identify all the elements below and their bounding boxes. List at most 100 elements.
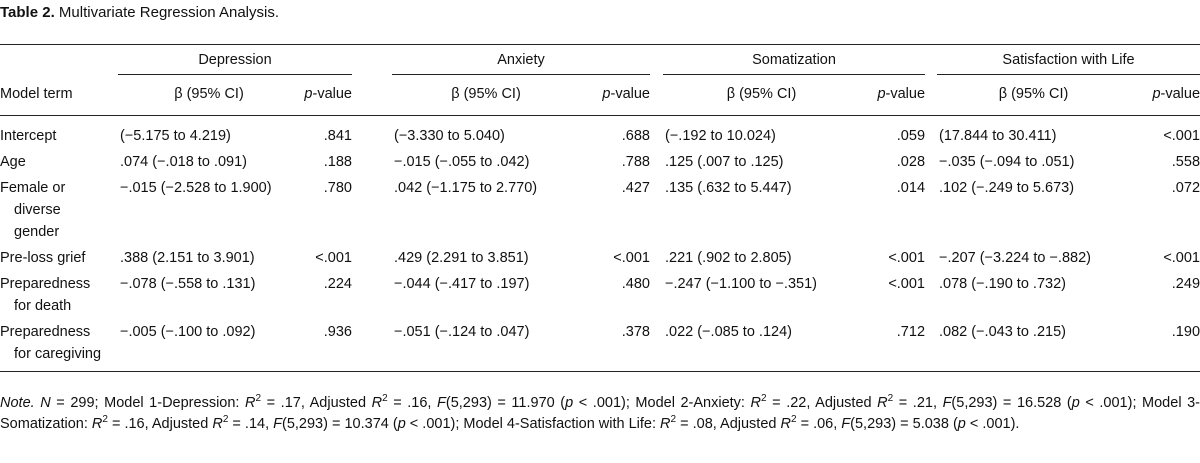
note-text: 2 — [790, 414, 797, 426]
beta-ci: −.247 (−1.100 to −.351) — [665, 276, 817, 292]
beta-ci: .429 (2.291 to 3.851) — [394, 250, 529, 266]
beta-ci: (−.192 to 10.024) — [665, 128, 776, 144]
spacer — [925, 245, 937, 271]
note-text: R — [91, 416, 103, 432]
spacer — [352, 45, 392, 75]
note-text: 2 — [255, 393, 262, 405]
p-value: .059 — [896, 128, 926, 144]
spacer — [925, 175, 937, 245]
p-value: .841 — [323, 128, 352, 144]
model-term: Intercept — [0, 128, 57, 144]
model-term: Age — [0, 154, 26, 170]
spacer — [925, 149, 937, 175]
p-value: .788 — [621, 154, 650, 170]
note-text: F — [841, 416, 851, 432]
note-text: 2 — [670, 414, 677, 426]
note-text: = .08, Adjusted — [676, 416, 781, 432]
model-term: Pre-loss grief — [0, 250, 86, 266]
p-value: .688 — [621, 128, 650, 144]
beta-ci: .022 (−.085 to .124) — [665, 324, 792, 340]
p-value: .014 — [896, 180, 926, 196]
group-header: Depression — [118, 45, 352, 75]
column-header-row: Model term β (95% CI) p-value β (95% CI)… — [0, 75, 1200, 116]
spacer — [352, 149, 392, 175]
beta-ci: .125 (.007 to .125) — [665, 154, 784, 170]
spacer — [650, 175, 663, 245]
beta-ci: (17.844 to 30.411) — [939, 128, 1057, 144]
note-text: F — [942, 395, 952, 411]
model-term: Preparedness for death — [0, 276, 91, 314]
group-header: Somatization — [663, 45, 926, 75]
spacer — [925, 75, 938, 116]
table-row: Age .074 (−.018 to .091) .188 −.015 (−.055 … — [0, 149, 1200, 175]
group-header: Satisfaction with Life — [937, 45, 1200, 75]
beta-ci: −.207 (−3.224 to −.882) — [939, 250, 1091, 266]
note-text: = .16, Adjusted — [107, 416, 213, 432]
p-value: .378 — [621, 324, 650, 340]
spacer — [352, 319, 392, 371]
note-text: = .21, — [893, 395, 943, 411]
note-text: R — [780, 416, 791, 432]
p-value: .224 — [323, 276, 352, 292]
caption-label: Table 2. — [0, 4, 55, 21]
note-text: < .001). — [965, 416, 1020, 432]
beta-ci: −.015 (−2.528 to 1.900) — [120, 180, 272, 196]
note-text: R — [877, 395, 888, 411]
note-text: = .14, — [228, 416, 274, 432]
beta-ci: (−3.330 to 5.040) — [394, 128, 505, 144]
column-header: Model term — [0, 75, 118, 116]
note-text: (5,293) = 10.374 ( — [282, 416, 398, 432]
spacer — [650, 116, 663, 149]
model-term: Female or diverse gender — [0, 180, 66, 240]
p-value: .480 — [621, 276, 650, 292]
note-text: (5,293) = 5.038 ( — [850, 416, 958, 432]
note-text: p — [397, 416, 406, 432]
note-text: p — [565, 395, 574, 411]
column-header: β (95% CI) — [392, 75, 580, 116]
note-text: F — [437, 395, 446, 411]
p-value: .249 — [1171, 276, 1200, 292]
column-header: β (95% CI) — [118, 75, 300, 116]
beta-ci: −.005 (−.100 to .092) — [120, 324, 256, 340]
table-row: Female or diverse gender −.015 (−2.528 to… — [0, 175, 1200, 245]
p-value: .427 — [621, 180, 650, 196]
table-row: Intercept (−5.175 to 4.219) .841 (−3.330 to… — [0, 116, 1200, 149]
table-body: Intercept (−5.175 to 4.219) .841 (−3.330 to… — [0, 116, 1200, 371]
caption-title: Multivariate Regression Analysis. — [58, 4, 280, 21]
note-text: Note. — [0, 395, 35, 411]
p-value: .558 — [1171, 154, 1200, 170]
p-value: <.001 — [1163, 128, 1200, 144]
beta-ci: .102 (−.249 to 5.673) — [939, 180, 1075, 196]
note-text: = .16, — [387, 395, 438, 411]
note-text: 2 — [102, 414, 108, 426]
spacer — [650, 319, 663, 371]
table-row: Preparedness for death −.078 (−.558 to .1… — [0, 271, 1200, 319]
note-text: 2 — [222, 414, 229, 426]
spacer — [352, 271, 392, 319]
beta-ci: −.035 (−.094 to .051) — [939, 154, 1075, 170]
beta-ci: −.044 (−.417 to .197) — [394, 276, 530, 292]
beta-ci: .221 (.902 to 2.805) — [665, 250, 792, 266]
p-value: <.001 — [613, 250, 650, 266]
beta-ci: .388 (2.151 to 3.901) — [120, 250, 255, 266]
note-text: R — [245, 395, 256, 411]
beta-ci: −.078 (−.558 to .131) — [120, 276, 256, 292]
spacer — [650, 245, 663, 271]
model-term: Preparedness for caregiving — [0, 324, 102, 362]
note-text: R — [371, 395, 383, 411]
beta-ci: (−5.175 to 4.219) — [120, 128, 231, 144]
p-value: .780 — [323, 180, 352, 196]
beta-ci: .042 (−1.175 to 2.770) — [394, 180, 538, 196]
spacer — [650, 45, 663, 75]
note-text: p — [1071, 395, 1080, 411]
note-text: F — [273, 416, 282, 432]
spacer — [925, 116, 937, 149]
p-value: .188 — [323, 154, 352, 170]
table-note: Note. N = 299; Model 1-Depression: R2 = … — [0, 393, 1200, 435]
spacer — [650, 271, 663, 319]
column-header: β (95% CI) — [663, 75, 860, 116]
column-header: p-value — [1130, 75, 1200, 116]
spacer — [650, 75, 663, 116]
